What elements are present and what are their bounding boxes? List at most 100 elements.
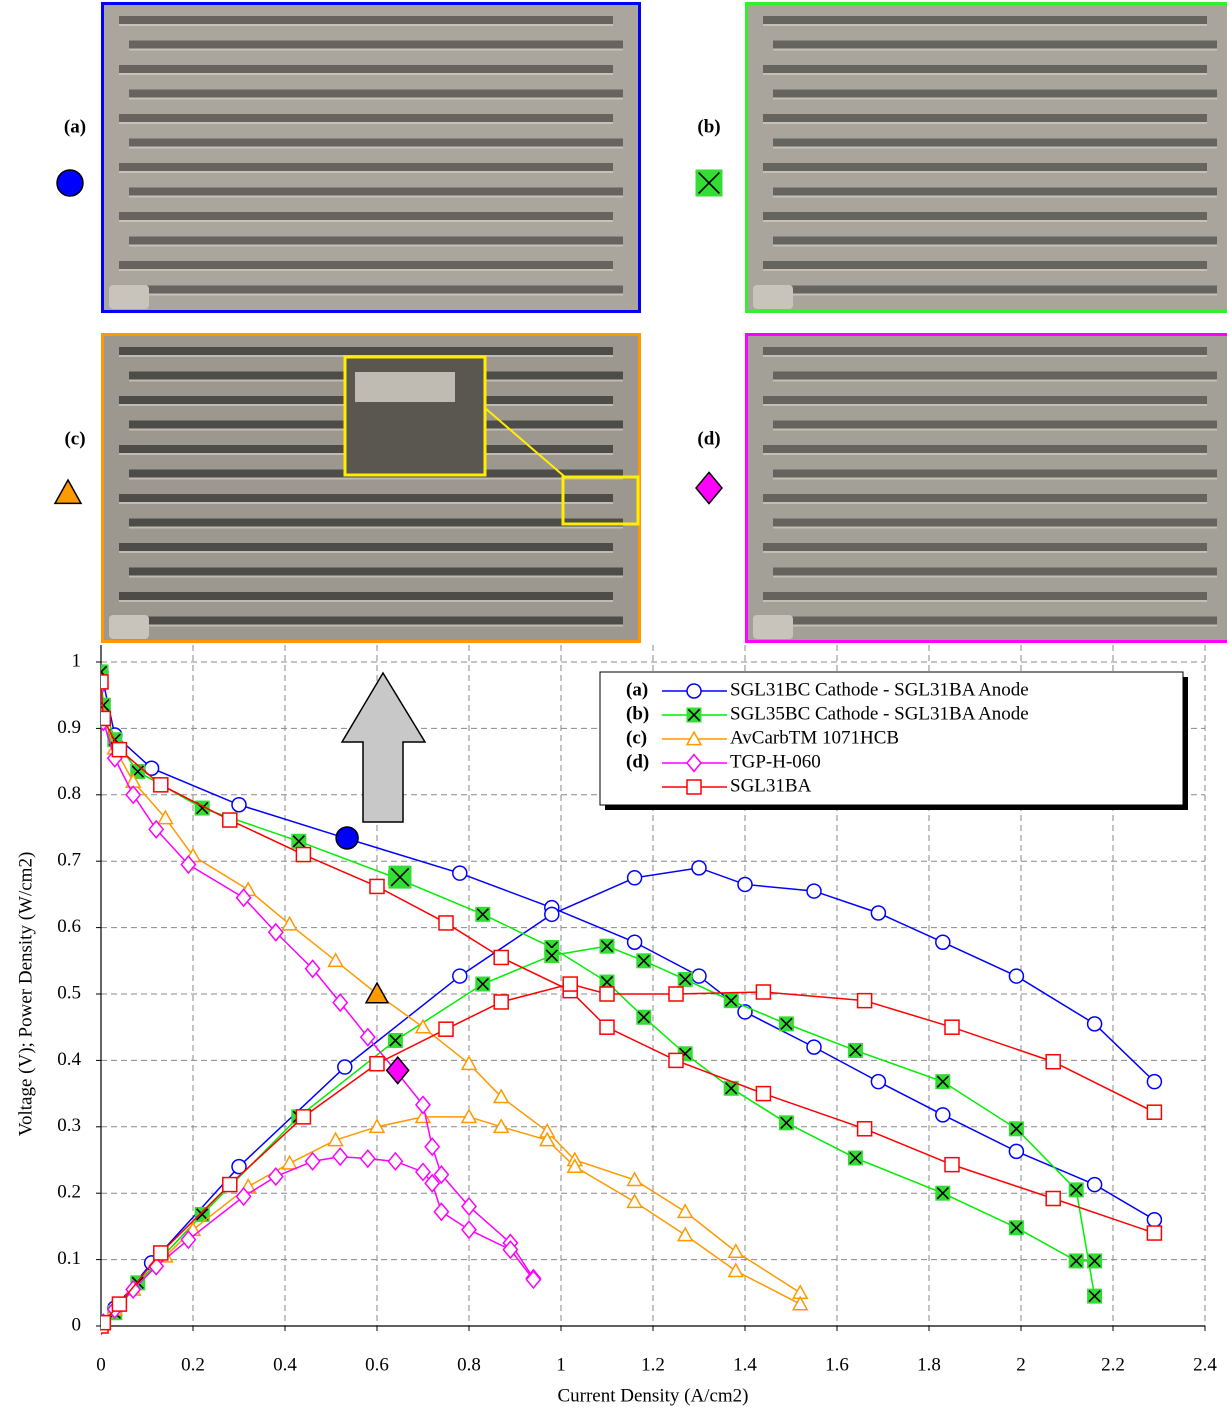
voltage-point [101,674,109,690]
rib [119,269,613,271]
voltage-point [626,1171,643,1187]
power-point [544,906,560,923]
rib [129,244,623,247]
photo: (d) [695,333,1227,643]
zoom-connector [484,407,566,478]
rib [129,97,623,100]
power-point [460,1108,478,1124]
rib [773,293,1217,296]
rib [119,171,613,173]
channel [119,16,613,24]
marker-cross [679,973,692,986]
legend-entry: AvCarbTM 1071HCB [730,727,899,748]
rib [119,220,613,222]
power-point [387,1032,403,1048]
power-point [415,1162,431,1182]
highlight-marker [385,1055,410,1085]
voltage-point [153,777,169,793]
power-point [691,860,707,876]
power-point [599,938,615,954]
power-point [525,1269,542,1290]
rib [119,502,613,504]
photo-image [745,333,1227,643]
channel [763,16,1207,24]
power-point [295,1109,312,1125]
channel [773,89,1217,98]
marker-cross [545,949,558,962]
channel [129,236,623,245]
power-point [304,1151,321,1171]
power-point [676,1226,694,1242]
power-point [1087,1288,1103,1304]
series-layer [101,664,1163,1336]
marker-cross [1088,1289,1101,1303]
y-tick-label: 0.3 [57,1115,81,1136]
x-tick-label: 1.6 [825,1354,849,1375]
voltage-point [304,959,321,979]
power-point [502,1240,519,1260]
rib [763,220,1207,222]
rib [773,428,1217,431]
photo: (c) [53,333,641,643]
x-tick-label: 0 [96,1354,106,1375]
marker-cross [1070,1254,1083,1268]
photo-image [101,2,641,313]
zoom-inset [343,355,640,526]
marker-cross [637,1011,650,1024]
rib [773,526,1217,529]
rib [763,453,1207,455]
channel [129,138,623,147]
voltage-point [668,1052,684,1069]
channel [763,396,1207,404]
marker-cross [1010,1221,1023,1234]
channel [119,65,613,73]
power-point [806,883,822,899]
voltage-point [676,1203,694,1219]
x-tick-label: 2.2 [1101,1354,1125,1375]
channel [129,285,623,294]
voltage-point [291,833,307,849]
marker-cross [725,1082,738,1095]
channel [773,138,1217,147]
zoom-detail [355,372,455,402]
voltage-point [327,952,344,968]
panel-label: (a) [64,116,86,137]
power-point [125,1279,142,1300]
voltage-point [125,785,142,805]
photo-image [101,333,641,643]
panel-marker [53,478,83,505]
photo-panels: (a) (b) (c) (d) [53,2,1227,643]
legend-label: (b) [626,703,649,724]
corner [753,285,793,309]
power-point [332,1147,349,1167]
voltage-point [101,710,112,727]
voltage-point [415,1095,431,1115]
power-point [1146,1104,1163,1120]
voltage-point [332,993,349,1013]
rib [763,269,1207,271]
power-point [475,976,491,992]
power-point [492,1118,510,1134]
channel [773,371,1217,380]
voltage-point [414,1018,432,1034]
channel [773,187,1217,196]
rib [773,195,1217,198]
voltage-point [870,1073,887,1090]
power-point [111,1296,128,1312]
y-tick-label: 0.5 [57,982,81,1003]
power-point [194,1206,210,1222]
voltage-point [723,1080,739,1096]
voltage-point [1008,1220,1024,1236]
power-point [755,984,772,1000]
channel [119,347,613,355]
voltage-point [433,1165,450,1185]
voltage-point [599,974,615,990]
voltage-point [493,949,509,966]
photo-border [101,2,641,313]
voltage-point [475,906,491,922]
power-point [668,986,684,1002]
marker-cross [698,172,720,194]
voltage-point [267,922,284,942]
y-tick-label: 0 [72,1314,82,1335]
voltage-point [111,741,128,758]
